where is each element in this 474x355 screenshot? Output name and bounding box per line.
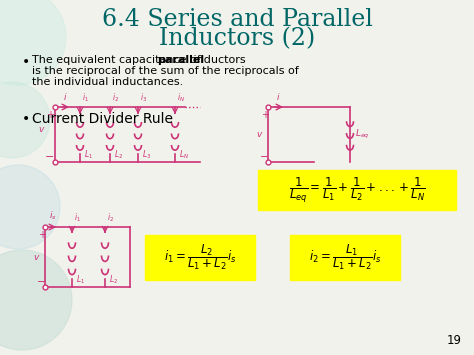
Text: The equivalent capacitance of: The equivalent capacitance of: [32, 55, 204, 65]
Text: $i_3$: $i_3$: [140, 92, 147, 104]
Text: 6.4 Series and Parallel: 6.4 Series and Parallel: [101, 9, 373, 32]
Text: inductors: inductors: [190, 55, 246, 65]
Text: $i$: $i$: [276, 91, 280, 102]
Text: $L_1$: $L_1$: [84, 148, 93, 161]
Text: $L_N$: $L_N$: [179, 148, 189, 161]
Circle shape: [0, 250, 72, 350]
Text: $\dfrac{1}{L_{eq}} = \dfrac{1}{L_1} + \dfrac{1}{L_2} + ... + \dfrac{1}{L_N}$: $\dfrac{1}{L_{eq}} = \dfrac{1}{L_1} + \d…: [289, 175, 425, 205]
Text: the individual inductances.: the individual inductances.: [32, 77, 183, 87]
Text: $L_2$: $L_2$: [114, 148, 123, 161]
Text: $i_2$: $i_2$: [107, 212, 114, 224]
Text: +: +: [261, 110, 269, 120]
Text: Current Divider Rule: Current Divider Rule: [32, 112, 173, 126]
Text: $i_1$: $i_1$: [74, 212, 81, 224]
Text: •: •: [22, 55, 30, 69]
Text: $L_{eq}$: $L_{eq}$: [355, 128, 370, 141]
Bar: [145, 235, 255, 280]
Bar: [258, 170, 456, 210]
Text: $v$: $v$: [37, 125, 45, 134]
Bar: [290, 235, 400, 280]
Text: $L_3$: $L_3$: [142, 148, 151, 161]
Text: $i_2$: $i_2$: [112, 92, 119, 104]
Text: +: +: [38, 230, 46, 240]
Circle shape: [0, 165, 60, 249]
Text: $L_2$: $L_2$: [109, 273, 118, 286]
Text: −: −: [260, 152, 270, 162]
Text: $i_s$: $i_s$: [49, 209, 57, 222]
Text: $v$: $v$: [33, 252, 40, 262]
Circle shape: [0, 0, 66, 85]
Text: $i_2 = \dfrac{L_1}{L_1 + L_2} i_s$: $i_2 = \dfrac{L_1}{L_1 + L_2} i_s$: [309, 242, 382, 272]
Text: $i$: $i$: [63, 91, 67, 102]
Text: $v$: $v$: [255, 130, 263, 139]
Text: parallel: parallel: [157, 55, 204, 65]
Text: is the reciprocal of the sum of the reciprocals of: is the reciprocal of the sum of the reci…: [32, 66, 299, 76]
Text: $i_N$: $i_N$: [177, 92, 185, 104]
Text: $i_1$: $i_1$: [82, 92, 89, 104]
Text: 19: 19: [447, 334, 462, 347]
Text: $L_1$: $L_1$: [76, 273, 85, 286]
Circle shape: [0, 82, 50, 158]
Text: −: −: [37, 277, 46, 287]
Text: $i_1 = \dfrac{L_2}{L_1 + L_2} i_s$: $i_1 = \dfrac{L_2}{L_1 + L_2} i_s$: [164, 242, 237, 272]
Text: Inductors (2): Inductors (2): [159, 27, 315, 50]
Text: +: +: [46, 110, 54, 120]
Text: •: •: [22, 112, 30, 126]
Text: −: −: [46, 152, 55, 162]
